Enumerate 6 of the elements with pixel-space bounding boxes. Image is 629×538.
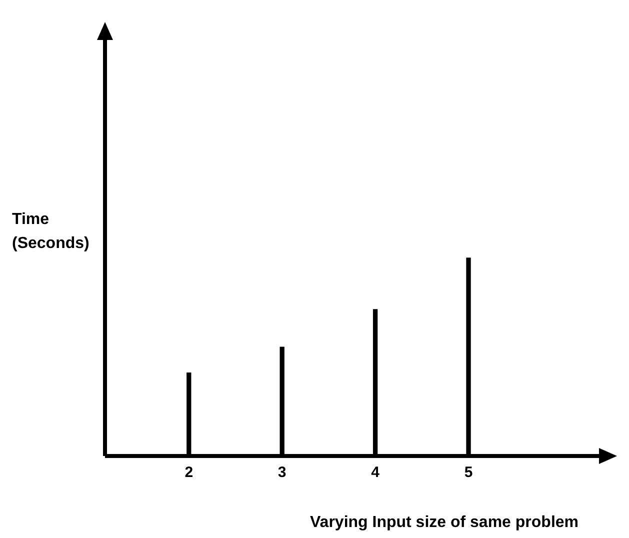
x-axis-title: Varying Input size of same problem — [310, 514, 579, 532]
x-tick-label: 5 — [464, 464, 473, 482]
x-tick-label: 4 — [371, 464, 380, 482]
x-tick-label: 2 — [184, 464, 194, 482]
y-axis-title: Time (Seconds) — [12, 210, 90, 254]
x-tick-label: 3 — [278, 464, 286, 482]
